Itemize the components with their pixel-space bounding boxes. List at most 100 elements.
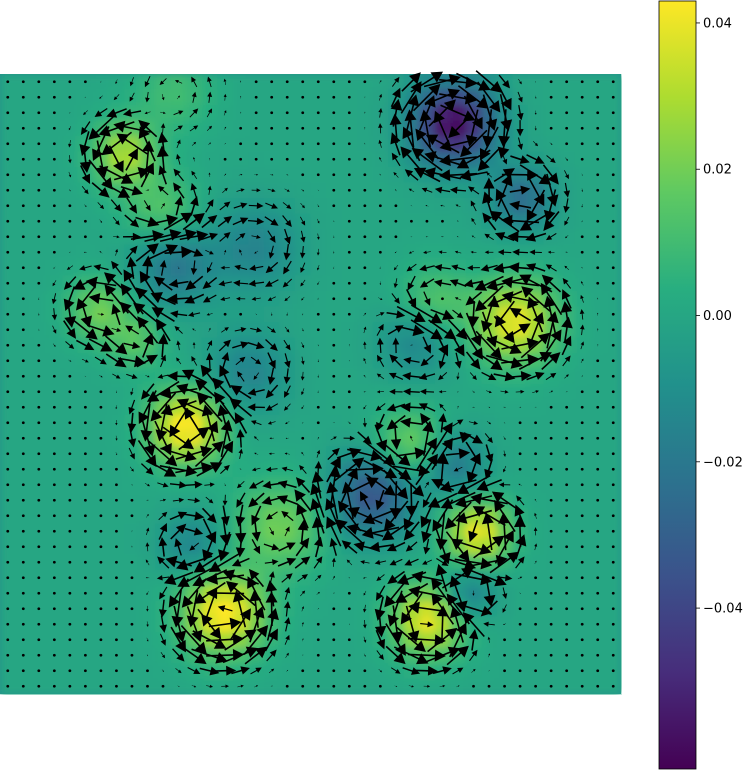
vector-arrow (269, 174, 274, 176)
vector-arrow (386, 541, 406, 552)
vector-arrow (21, 126, 25, 130)
vector-arrow (187, 666, 201, 675)
vector-arrow (456, 474, 491, 494)
vector-arrow (301, 111, 305, 115)
vector-arrow (301, 80, 305, 84)
vector-arrow (376, 390, 384, 394)
heatmap-cell (419, 477, 436, 494)
vector-arrow (519, 164, 552, 185)
vector-arrow (611, 235, 615, 239)
vector-arrow (611, 653, 615, 657)
vector-arrow (347, 80, 351, 84)
vector-arrow (441, 236, 444, 238)
vector-arrow (181, 578, 207, 608)
vector-arrow (221, 327, 229, 333)
heatmap-cell (124, 74, 141, 91)
heatmap-cell (279, 446, 296, 463)
vector-arrow (21, 343, 25, 347)
vector-arrow (52, 219, 56, 223)
vector-arrow (83, 483, 87, 487)
vector-arrow (234, 327, 247, 333)
heatmap-cell (450, 368, 467, 385)
vector-arrow (348, 328, 350, 331)
vector-arrow (363, 312, 367, 316)
vector-arrow (332, 328, 336, 332)
vector-arrow (111, 303, 121, 326)
vector-arrow (347, 669, 351, 673)
vector-arrow (596, 188, 600, 192)
vector-arrow (596, 622, 600, 626)
vector-arrow (52, 173, 56, 177)
vector-arrow (326, 481, 339, 520)
heatmap-cell (357, 120, 374, 137)
vector-arrow (596, 498, 600, 502)
heatmap-cell (372, 384, 389, 401)
vector-arrow (52, 452, 56, 456)
vector-arrow (37, 638, 41, 642)
vector-arrow (545, 233, 557, 241)
vector-arrow (172, 648, 185, 662)
vector-arrow (270, 126, 274, 130)
vector-arrow (565, 684, 569, 688)
heatmap-cell (310, 446, 327, 463)
vector-arrow (565, 467, 569, 471)
vector-arrow (174, 80, 183, 84)
vector-arrow (302, 638, 304, 642)
vector-arrow (21, 297, 25, 301)
vector-arrow (135, 243, 159, 262)
vector-arrow (378, 93, 382, 101)
heatmap-cell (232, 678, 250, 695)
vector-arrow (113, 166, 150, 181)
vector-arrow (285, 111, 289, 115)
vector-arrow (611, 560, 615, 564)
vector-arrow (394, 251, 398, 254)
vector-arrow (285, 157, 289, 161)
vector-arrow (156, 318, 171, 342)
vector-arrow (456, 236, 460, 238)
vector-arrow (386, 310, 406, 319)
vector-arrow (68, 638, 72, 642)
vector-arrow (147, 244, 178, 261)
vector-arrow (518, 653, 522, 657)
vector-arrow (611, 405, 615, 409)
vector-arrow (378, 669, 383, 673)
vector-arrow (52, 280, 57, 287)
vector-arrow (83, 514, 87, 518)
vector-arrow (432, 499, 454, 532)
vector-arrow (596, 374, 600, 378)
vector-arrow (267, 188, 276, 193)
vector-arrow (208, 172, 211, 178)
colorbar-tick-label: 0.02 (703, 163, 732, 178)
vector-arrow (68, 155, 72, 164)
vector-arrow (197, 608, 222, 640)
vector-arrow (286, 669, 289, 672)
heatmap-cell (357, 306, 374, 323)
vector-arrow (549, 421, 553, 425)
heatmap-cell (543, 244, 560, 261)
vector-arrow (68, 545, 72, 549)
heatmap-cell (294, 585, 312, 602)
vector-arrow (84, 375, 87, 377)
vector-arrow (158, 511, 168, 521)
vector-arrow (410, 219, 413, 223)
vector-arrow (221, 351, 230, 370)
vector-arrow (518, 436, 522, 440)
vector-arrow (363, 590, 367, 596)
vector-arrow (503, 669, 506, 673)
vector-arrow (419, 278, 435, 288)
vector-arrow (285, 95, 289, 99)
vector-arrow (565, 514, 569, 518)
vector-arrow (415, 128, 440, 160)
vector-arrow (456, 149, 491, 169)
vector-arrow (37, 266, 41, 270)
vector-arrow (52, 343, 56, 347)
heatmap-cell (558, 368, 576, 385)
vector-arrow (347, 684, 351, 688)
vector-arrow (363, 281, 367, 285)
vector-arrow (190, 260, 198, 276)
vector-arrow (474, 275, 504, 291)
vector-arrow (83, 251, 87, 253)
vector-arrow (141, 419, 156, 457)
vector-arrow (580, 250, 584, 254)
vector-arrow (283, 601, 291, 617)
